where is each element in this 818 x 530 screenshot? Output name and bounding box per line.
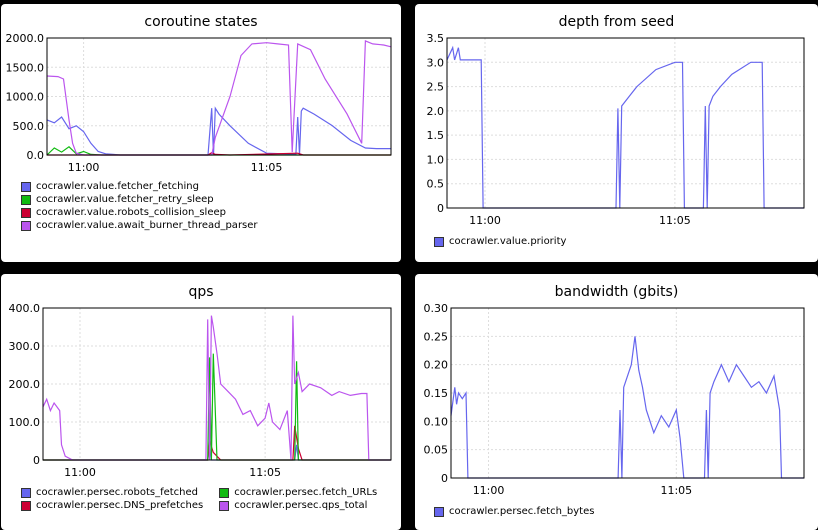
y-tick-label: 0.20 [424, 359, 449, 372]
y-tick-label: 1.5 [427, 129, 445, 142]
x-tick-label: 11:00 [68, 161, 100, 174]
panel-coroutine-states: coroutine states 0.0 500.0 1000.0 1500.0 200… [1, 4, 401, 262]
y-tick-label: 0 [437, 202, 444, 215]
y-tick-label: 1000.0 [6, 91, 45, 104]
plot-border [46, 37, 392, 156]
legend-swatch [219, 487, 230, 498]
y-tick-label: 0 [33, 454, 40, 467]
y-tick-label: 100.0 [9, 416, 41, 429]
y-tick-label: 0.30 [424, 302, 449, 315]
x-tick-label: 11:05 [660, 484, 692, 497]
plot-border [446, 37, 805, 209]
y-tick-label: 0.0 [27, 149, 45, 162]
legend-label: cocrawler.value.fetcher_retry_sleep [36, 194, 214, 205]
y-tick-label: 0 [441, 472, 448, 485]
y-tick-label: 1.0 [427, 153, 445, 166]
chart-title: bandwidth (gbits) [554, 284, 679, 300]
plot-border [42, 307, 392, 461]
legend-item: cocrawler.value.priority [434, 235, 566, 248]
panel-qps: qps 0 100.0 200.0 300.0 400.0 11:00 11:05 cocr… [1, 274, 401, 530]
legend-item: cocrawler.persec.DNS_prefetches [21, 499, 203, 512]
y-tick-label: 3.5 [427, 32, 445, 45]
x-tick-label: 11:00 [473, 484, 505, 497]
series-line [446, 45, 804, 209]
legend-item: cocrawler.value.fetcher_fetching [21, 180, 258, 193]
chart-legend: cocrawler.value.fetcher_fetching cocrawle… [21, 180, 258, 232]
panel-depth-from-seed: depth from seed 0 0.5 1.0 1.5 2.0 2.5 3.0 3.5 11… [415, 4, 818, 262]
y-tick-label: 0.05 [424, 444, 449, 457]
x-tick-label: 11:05 [249, 466, 281, 479]
legend-label: cocrawler.persec.qps_total [234, 500, 368, 511]
y-tick-label: 2000.0 [6, 32, 45, 45]
plot-area [446, 37, 805, 209]
series-line [46, 106, 391, 156]
x-tick-label: 11:05 [251, 161, 283, 174]
y-tick-label: 1500.0 [6, 61, 45, 74]
legend-label: cocrawler.persec.robots_fetched [36, 487, 199, 498]
legend-swatch [21, 500, 31, 511]
y-tick-label: 3.0 [427, 56, 445, 69]
legend-item: cocrawler.persec.fetch_bytes [434, 505, 594, 518]
y-tick-label: 200.0 [9, 378, 41, 391]
y-tick-label: 0.25 [424, 330, 449, 343]
legend-label: cocrawler.persec.fetch_bytes [449, 506, 595, 517]
legend-item: cocrawler.persec.fetch_URLs [219, 486, 377, 499]
y-tick-label: 0.5 [427, 178, 445, 191]
legend-label: cocrawler.value.fetcher_fetching [36, 181, 199, 192]
plot-border [450, 307, 805, 479]
panel-bandwidth: bandwidth (gbits) 0 0.05 0.10 0.15 0.20 0.25 0… [415, 274, 818, 530]
chart-title: coroutine states [144, 14, 258, 30]
legend-label: cocrawler.persec.fetch_URLs [234, 487, 378, 498]
legend-item: cocrawler.value.fetcher_retry_sleep [21, 193, 258, 206]
x-tick-label: 11:00 [469, 214, 501, 227]
y-tick-label: 2.5 [427, 81, 445, 94]
legend-label: cocrawler.value.robots_collision_sleep [36, 207, 226, 218]
chart-title: depth from seed [558, 14, 675, 30]
legend-swatch [21, 207, 31, 218]
legend-label: cocrawler.persec.DNS_prefetches [36, 500, 204, 511]
x-tick-label: 11:05 [659, 214, 691, 227]
chart-title: qps [188, 284, 214, 300]
y-tick-label: 300.0 [9, 340, 41, 353]
x-tick-label: 11:00 [64, 466, 96, 479]
legend-swatch [219, 500, 230, 511]
legend-item: cocrawler.persec.robots_fetched [21, 486, 203, 499]
legend-item: cocrawler.value.await_burner_thread_pars… [21, 219, 258, 232]
chart-legend: cocrawler.persec.robots_fetched cocrawler… [21, 486, 377, 512]
y-tick-label: 0.15 [424, 387, 449, 400]
series-line [42, 315, 391, 461]
chart-legend: cocrawler.persec.fetch_bytes [434, 505, 594, 518]
chart-plot: 0 0.5 1.0 1.5 2.0 2.5 3.0 3.5 11:00 11:05 [427, 32, 805, 227]
legend-swatch [434, 236, 444, 247]
y-tick-label: 2.0 [427, 105, 445, 118]
chart-plot: 0 100.0 200.0 300.0 400.0 11:00 11:05 [9, 302, 392, 479]
legend-label: cocrawler.value.priority [449, 236, 567, 247]
legend-item: cocrawler.value.robots_collision_sleep [21, 206, 258, 219]
legend-swatch [21, 487, 31, 498]
legend-swatch [21, 181, 31, 192]
legend-swatch [21, 220, 31, 231]
chart-plot: 0.0 500.0 1000.0 1500.0 2000.0 11:00 11:05 [6, 32, 392, 174]
y-tick-label: 500.0 [13, 120, 45, 133]
chart-plot: 0 0.05 0.10 0.15 0.20 0.25 0.30 11:00 11:05 [424, 302, 805, 497]
legend-item: cocrawler.persec.qps_total [219, 499, 377, 512]
y-tick-label: 400.0 [9, 302, 41, 315]
series-line [46, 40, 392, 156]
legend-label: cocrawler.value.await_burner_thread_pars… [36, 220, 258, 231]
legend-swatch [21, 194, 31, 205]
y-tick-label: 0.10 [424, 415, 449, 428]
legend-swatch [434, 506, 444, 517]
chart-legend: cocrawler.value.priority [434, 235, 566, 248]
